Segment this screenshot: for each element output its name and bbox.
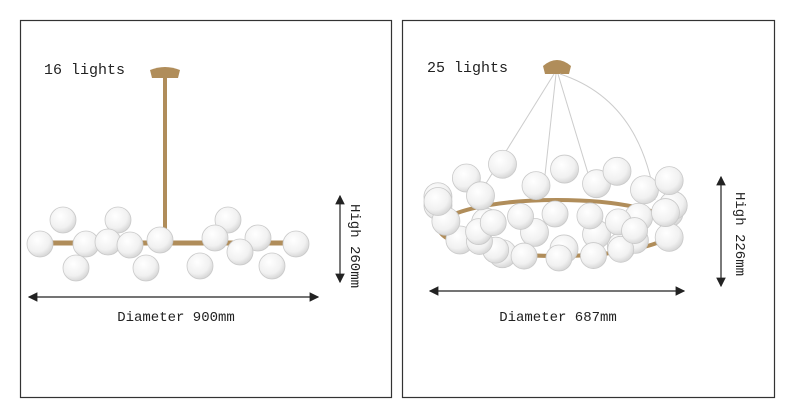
globe: [423, 187, 453, 216]
chandelier-16: [26, 67, 310, 282]
globe: [282, 230, 310, 258]
globe: [607, 235, 635, 263]
globe: [186, 252, 214, 280]
globe: [479, 209, 507, 237]
globe: [132, 254, 160, 282]
globe: [116, 231, 144, 259]
globe: [258, 252, 286, 280]
globe: [62, 254, 90, 282]
globe: [510, 242, 538, 270]
height-label: High 260mm: [346, 204, 362, 288]
globe: [466, 181, 495, 211]
globe: [651, 198, 680, 227]
globe: [621, 217, 648, 244]
globe: [654, 222, 684, 252]
globe: [602, 156, 632, 186]
panel-frame: [19, 19, 393, 399]
globe: [654, 166, 684, 196]
wire: [544, 73, 557, 176]
globe: [226, 238, 254, 266]
globe: [244, 224, 272, 252]
globe: [488, 149, 517, 179]
globe: [201, 224, 229, 252]
width-label: Diameter 687mm: [499, 310, 617, 326]
globe: [104, 206, 132, 234]
width-label: Diameter 900mm: [117, 310, 235, 326]
globe: [630, 175, 659, 205]
chandelier-25: [423, 60, 688, 272]
globe: [521, 171, 551, 201]
globe: [26, 230, 54, 258]
lights-label: 16 lights: [44, 62, 125, 79]
globe: [576, 202, 604, 230]
globe: [49, 206, 77, 234]
globe: [541, 200, 569, 228]
wire: [557, 73, 591, 181]
globe: [580, 242, 607, 269]
globe: [146, 226, 174, 254]
canopy: [150, 67, 180, 78]
canopy: [543, 60, 571, 74]
globe: [550, 154, 579, 184]
globe: [545, 244, 573, 272]
height-label: High 226mm: [731, 192, 747, 276]
globe: [507, 203, 534, 230]
lights-label: 25 lights: [427, 60, 508, 77]
